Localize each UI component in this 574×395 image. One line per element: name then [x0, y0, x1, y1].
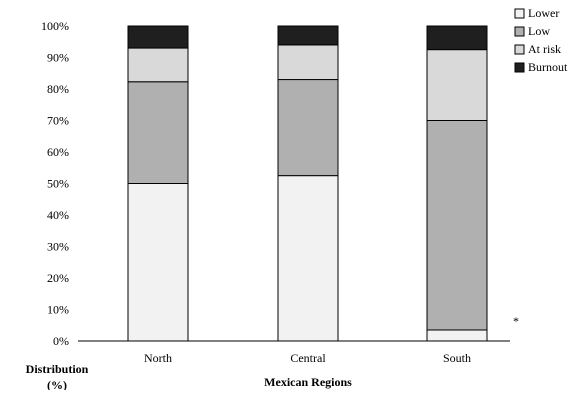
bar-segment — [277, 44, 339, 81]
x-axis-title: Mexican Regions — [264, 375, 352, 389]
x-tick-label: Central — [290, 351, 326, 365]
y-tick-label: 80% — [47, 82, 69, 96]
y-tick-label: 40% — [47, 208, 69, 222]
y-tick-label: 70% — [47, 114, 69, 128]
legend-label: Lower — [528, 6, 559, 20]
bar-segment — [426, 25, 488, 51]
y-tick-label: 100% — [41, 19, 69, 33]
y-tick-label: 60% — [47, 145, 69, 159]
legend-swatch — [514, 8, 525, 19]
legend-label: At risk — [528, 42, 561, 56]
y-tick-label: 0% — [53, 334, 69, 348]
y-tick-label: 20% — [47, 271, 69, 285]
y-tick-label: 30% — [47, 240, 69, 254]
bar-segment — [277, 25, 339, 46]
x-tick-label: North — [144, 351, 172, 365]
bar-segment — [426, 329, 488, 342]
legend-swatch — [514, 26, 525, 37]
bar-segment — [426, 120, 488, 331]
bar-segment — [127, 47, 189, 83]
y-axis-title-line: Distribution — [26, 362, 89, 376]
legend-swatch — [514, 62, 525, 73]
x-axis: North Central South — [78, 340, 510, 365]
y-tick-label: 10% — [47, 303, 69, 317]
bar-segment — [127, 25, 189, 49]
bars — [127, 25, 488, 342]
bar-segment — [127, 81, 189, 184]
legend-label: Low — [528, 24, 550, 38]
y-axis: 0% 10% 20% 30% 40% 50% 60% 70% 80% 90% 100% — [41, 19, 69, 348]
significance-annotation: * — [513, 314, 519, 328]
bar-segment — [277, 175, 339, 342]
bar-segment — [127, 183, 189, 342]
y-axis-title-line: (%) — [47, 378, 67, 390]
y-tick-label: 50% — [47, 177, 69, 191]
legend-swatch — [514, 44, 525, 55]
y-axis-title: Distribution (%) — [26, 362, 89, 390]
bar-segment — [426, 49, 488, 121]
y-tick-label: 90% — [47, 51, 69, 65]
x-tick-label: South — [443, 351, 471, 365]
bar-segment — [277, 79, 339, 177]
legend-label: Burnout — [528, 60, 568, 74]
legend: Lower Low At risk Burnout — [514, 6, 568, 74]
